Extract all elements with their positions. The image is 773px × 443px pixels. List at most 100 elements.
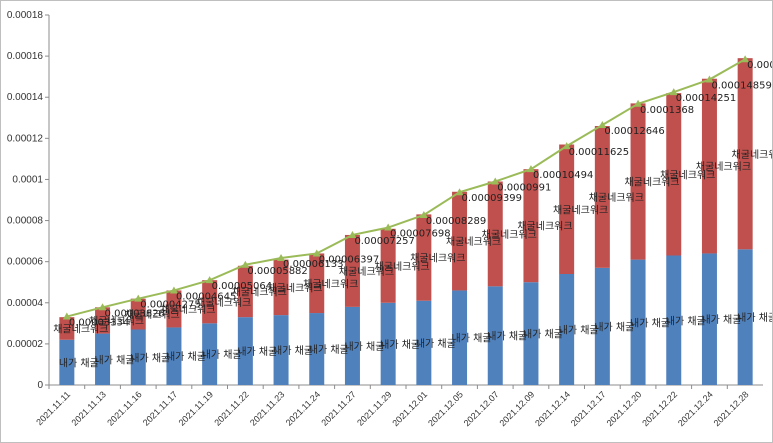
data-label-total: 0.00006397 <box>319 254 379 265</box>
bar-series-1 <box>59 339 75 385</box>
data-label-series-1: 내가 채굴 <box>59 357 99 369</box>
bar-series-2 <box>701 78 717 254</box>
data-label-total: 0.00008289 <box>426 216 486 227</box>
data-label-total: 0.0001585 <box>747 60 772 71</box>
x-tick-label: 2021.12.22 <box>640 389 679 428</box>
y-tick-label: 0.00006 <box>7 257 44 268</box>
bar-series-1 <box>273 315 289 385</box>
bar-series-2 <box>666 93 682 256</box>
line-marker <box>491 177 500 185</box>
data-label-total: 0.00006133 <box>283 259 343 270</box>
data-label-series-2: 채굴네크워크 <box>589 191 644 204</box>
line-marker <box>348 230 357 238</box>
bar-series-2 <box>344 234 360 307</box>
line-marker <box>277 253 286 261</box>
data-label-series-2: 채굴네크워크 <box>660 168 715 181</box>
data-label-series-2: 채굴네크워크 <box>696 160 751 173</box>
y-tick-label: 0.00012 <box>7 133 44 144</box>
bar-series-1 <box>380 302 396 385</box>
data-label-total: 0.00005064 <box>212 281 272 292</box>
x-tick-label: 2021.12.09 <box>497 389 536 428</box>
bar-series-2 <box>380 228 396 303</box>
y-tick-label: 0.00004 <box>7 298 44 309</box>
data-label-total: 0.00014251 <box>676 93 736 104</box>
bar-series-1 <box>452 290 468 385</box>
y-tick-label: 0.00008 <box>7 216 44 227</box>
data-label-series-2: 채굴네크워크 <box>160 303 215 316</box>
x-tick-label: 2021.11.24 <box>284 389 322 427</box>
bar-series-2 <box>737 58 753 250</box>
data-label-series-2: 채굴네크워크 <box>339 265 394 278</box>
bar-series-1 <box>237 317 253 385</box>
line-marker <box>312 249 321 257</box>
line-marker <box>384 223 393 231</box>
data-label-series-1: 내가 채굴 <box>95 354 135 366</box>
bar-series-2 <box>202 280 218 324</box>
x-tick-label: 2021.12.01 <box>390 389 429 428</box>
line-marker <box>455 188 464 196</box>
line-marker <box>98 303 107 311</box>
bar-series-1 <box>630 259 646 385</box>
data-label-series-1: 내가 채굴 <box>202 349 242 361</box>
data-label-total: 0.0001368 <box>640 105 694 116</box>
x-tick-label: 2021.11.16 <box>105 389 143 427</box>
bar-series-2 <box>416 214 432 301</box>
bar-series-2 <box>487 181 503 287</box>
bar-series-1 <box>166 327 182 385</box>
bar-series-2 <box>59 317 75 340</box>
x-tick-label: 2021.11.27 <box>319 389 357 427</box>
data-label-series-2: 채굴네크워크 <box>232 285 287 298</box>
bar-series-1 <box>523 282 539 385</box>
bar-series-1 <box>95 333 111 385</box>
bar-series-1 <box>130 329 146 385</box>
data-label-total: 0.00011625 <box>569 147 629 158</box>
bar-series-2 <box>309 253 325 314</box>
data-label-series-2: 채굴네크워크 <box>410 252 465 265</box>
data-label-series-2: 채굴네크워크 <box>624 176 679 189</box>
x-tick-label: 2021.11.11 <box>34 389 72 427</box>
data-label-series-1: 내가 채굴 <box>309 344 349 356</box>
data-label-series-2: 채굴네크워크 <box>482 228 537 241</box>
x-tick-label: 2021.12.20 <box>605 389 644 428</box>
y-tick-label: 0.00016 <box>7 51 44 62</box>
data-label-total: 0.0000991 <box>497 183 551 194</box>
bar-series-1 <box>701 253 717 385</box>
line-marker <box>741 55 750 63</box>
x-tick-label: 2021.12.24 <box>676 389 715 428</box>
data-label-series-1: 내가 채굴 <box>452 333 492 345</box>
data-label-series-2: 채굴네크워크 <box>446 235 501 248</box>
bar-series-1 <box>344 306 360 385</box>
x-tick-label: 2021.11.17 <box>141 389 179 427</box>
line-marker <box>598 120 607 128</box>
x-tick-label: 2021.11.19 <box>177 389 215 427</box>
bar-series-2 <box>559 144 575 274</box>
data-label-total: 0.00014859 <box>711 81 771 92</box>
data-label-series-1: 내가 채굴 <box>523 329 563 341</box>
x-tick-label: 2021.11.23 <box>248 389 286 427</box>
bar-series-2 <box>166 290 182 328</box>
data-label-series-1: 내가 채굴 <box>130 352 170 364</box>
data-label-total: 0.00004275 <box>140 300 200 311</box>
bar-series-1 <box>487 286 503 385</box>
x-tick-label: 2021.12.17 <box>569 389 608 428</box>
data-label-total: 0.00010494 <box>533 170 593 181</box>
data-label-series-2: 채굴네크워크 <box>196 296 251 309</box>
line-marker <box>169 286 178 294</box>
bar-series-2 <box>594 126 610 268</box>
data-label-total: 0.00004645 <box>176 291 236 302</box>
data-label-series-2: 채굴네크워크 <box>303 277 358 290</box>
x-tick-label: 2021.12.05 <box>426 389 465 428</box>
line-marker <box>62 312 71 320</box>
data-label-series-1: 내가 채굴 <box>487 331 527 343</box>
bar-series-1 <box>416 300 432 385</box>
data-label-series-1: 내가 채굴 <box>701 314 741 326</box>
bar-series-1 <box>309 313 325 385</box>
bar-series-1 <box>737 249 753 385</box>
y-tick-label: 0.0001 <box>12 174 43 185</box>
data-label-series-1: 내가 채굴 <box>630 317 670 329</box>
bar-series-1 <box>202 323 218 385</box>
x-tick-label: 2021.12.07 <box>462 389 501 428</box>
data-label-total: 0.00003334 <box>69 318 129 329</box>
bar-series-1 <box>666 255 682 385</box>
